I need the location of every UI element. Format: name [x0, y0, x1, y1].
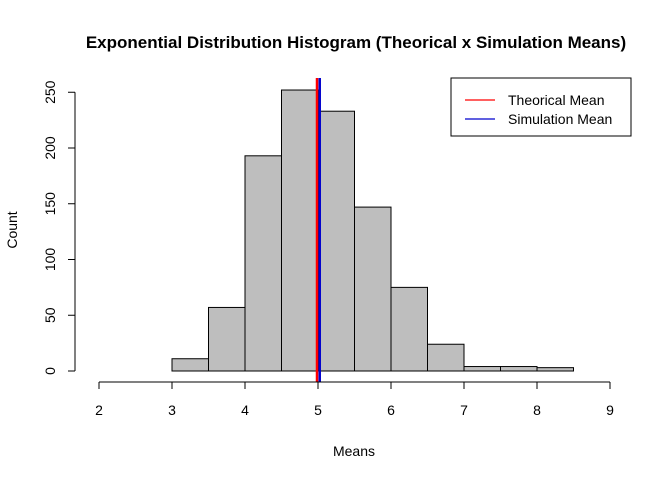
y-axis-label: Count	[4, 211, 20, 248]
y-tick-label: 250	[42, 80, 58, 104]
y-tick-label: 200	[42, 136, 58, 160]
y-tick-label: 100	[42, 248, 58, 272]
histogram-bar-3	[281, 89, 319, 372]
histogram-bar-7	[427, 343, 465, 372]
histogram-bar-0	[171, 358, 209, 372]
histogram-bars	[171, 89, 574, 372]
x-axis-label: Means	[333, 443, 375, 459]
x-tick-label: 3	[168, 402, 176, 418]
y-axis: 0 50 100 150 200 250	[42, 80, 76, 375]
legend: Theorical Mean Simulation Mean	[450, 77, 632, 137]
histogram-bar-8	[463, 366, 501, 372]
histogram-bar-5	[354, 206, 392, 372]
histogram-bar-2	[244, 155, 282, 372]
histogram-bar-4	[317, 110, 355, 372]
y-tick-label: 150	[42, 192, 58, 216]
x-tick-label: 7	[460, 402, 468, 418]
histogram-bar-1	[208, 306, 246, 372]
x-tick-label: 6	[387, 402, 395, 418]
legend-label: Theorical Mean	[508, 92, 605, 108]
mean-lines	[315, 78, 321, 382]
chart-title: Exponential Distribution Histogram (Theo…	[86, 33, 626, 52]
histogram-bar-9	[500, 366, 538, 372]
y-tick-label: 50	[42, 307, 58, 323]
x-tick-label: 8	[533, 402, 541, 418]
histogram-bar-6	[390, 286, 428, 372]
legend-label: Simulation Mean	[508, 111, 612, 127]
x-tick-label: 4	[241, 402, 249, 418]
histogram-bar-10	[536, 367, 574, 372]
x-axis: 2 3 4 5 6 7 8 9	[95, 381, 614, 418]
x-tick-label: 2	[95, 402, 103, 418]
y-tick-label: 0	[42, 367, 58, 375]
x-tick-label: 9	[606, 402, 614, 418]
legend-box	[450, 77, 632, 137]
x-tick-label: 5	[314, 402, 322, 418]
